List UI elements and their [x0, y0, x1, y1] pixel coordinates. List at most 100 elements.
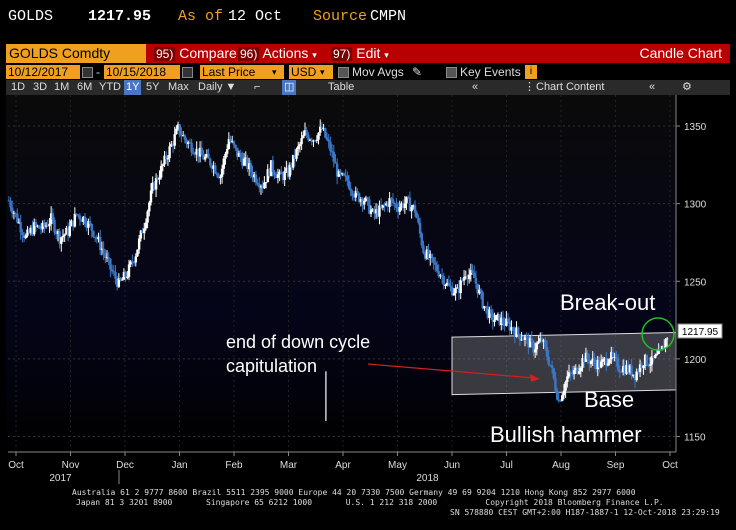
table-button[interactable]: Table — [328, 81, 355, 93]
end-date-field[interactable]: 10/15/2018 — [104, 65, 180, 79]
candle-body — [484, 305, 488, 307]
x-tick-label: May — [388, 460, 407, 471]
line-chart-icon[interactable]: ⌐ — [254, 81, 261, 93]
info-icon[interactable]: i — [525, 65, 537, 79]
key-events-label: Key Events — [460, 65, 521, 79]
candle-body — [665, 338, 669, 340]
candle-body — [264, 182, 268, 184]
candle-body — [464, 276, 467, 278]
currency-select[interactable]: USD — [289, 65, 333, 79]
calendar-icon-start[interactable] — [82, 67, 93, 78]
period-select[interactable]: Daily ▼ — [198, 80, 236, 95]
candle-body — [466, 276, 469, 280]
candle-body — [324, 128, 327, 138]
compare-button[interactable]: 95) Compare — [154, 44, 237, 63]
candle-body — [93, 236, 97, 238]
candle-body — [249, 163, 253, 172]
chart-content-button[interactable]: Chart Content — [536, 81, 605, 93]
range-3d[interactable]: 3D — [33, 81, 48, 93]
mov-avgs-label: Mov Avgs — [352, 65, 404, 79]
candle-body — [49, 213, 53, 224]
range-5y[interactable]: 5Y — [146, 81, 160, 93]
candle-body — [12, 212, 16, 214]
candle-body — [283, 171, 286, 180]
candle-body — [491, 313, 495, 322]
candle-body — [53, 219, 56, 233]
start-date-field[interactable]: 10/12/2017 — [6, 65, 80, 79]
security-field[interactable]: GOLDS Comdty — [6, 44, 146, 63]
key-events-checkbox[interactable] — [446, 67, 457, 78]
candle-body — [391, 199, 395, 203]
settings-gear-icon[interactable]: ⚙ — [682, 81, 692, 93]
candle-body — [77, 214, 80, 216]
x-tick-label: Nov — [62, 460, 80, 471]
calendar-icon-end[interactable] — [182, 67, 193, 78]
candle-body — [183, 135, 187, 140]
candle-body — [523, 336, 527, 340]
annotations: end of down cycle capitulation Break-out Ba… — [226, 290, 675, 447]
range-1y[interactable]: 1Y — [124, 80, 142, 95]
candle-body — [642, 365, 645, 369]
candle-body — [352, 195, 356, 198]
candle-body — [344, 175, 347, 177]
candle-body — [369, 210, 373, 214]
candle-body — [544, 340, 547, 347]
candle-body — [594, 362, 598, 370]
candle-body — [413, 205, 417, 213]
breakout-circle — [641, 317, 675, 351]
candle-body — [241, 157, 244, 166]
candle-body — [363, 200, 366, 205]
candle-body — [439, 275, 442, 277]
footer: Australia 61 2 9777 8600 Brazil 5511 239… — [0, 485, 736, 530]
candle-body — [627, 364, 630, 373]
pen-icon[interactable]: ✎ — [412, 65, 423, 79]
candle-body — [320, 126, 324, 130]
actions-button[interactable]: 96) Actions ▾ — [238, 44, 317, 63]
candle-body — [478, 289, 481, 294]
candle-body — [71, 220, 75, 227]
candle-body — [632, 374, 635, 377]
candle-body — [346, 175, 349, 181]
candle-body — [48, 223, 51, 227]
candle-body — [444, 284, 447, 286]
candle-body — [231, 141, 234, 143]
candle-body — [312, 140, 315, 142]
edit-button[interactable]: 97) Edit ▾ — [331, 44, 389, 63]
field-select[interactable]: Last Price — [200, 65, 284, 79]
candle-body — [555, 390, 559, 400]
mov-avgs-checkbox[interactable] — [338, 67, 349, 78]
candle-body — [188, 142, 192, 144]
range-1m[interactable]: 1M — [54, 81, 70, 93]
range-max[interactable]: Max — [168, 81, 189, 93]
candle-body — [219, 176, 222, 179]
candle-body — [156, 177, 159, 180]
range-1d[interactable]: 1D — [11, 81, 26, 93]
collapse-left-icon[interactable]: « — [472, 81, 479, 93]
candle-body — [291, 154, 295, 168]
zoom-icon[interactable]: ◫ — [282, 80, 297, 95]
source-label: Source — [313, 8, 368, 25]
candle-body — [65, 227, 68, 235]
candle-body — [242, 158, 246, 166]
candle-body — [435, 264, 439, 272]
candle-body — [268, 169, 271, 177]
candle-body — [85, 224, 88, 228]
candle-body — [374, 209, 378, 214]
candle-body — [335, 163, 339, 177]
candle-body — [599, 361, 603, 368]
candle-body — [388, 197, 391, 207]
collapse-right-icon[interactable]: « — [649, 81, 656, 93]
candle-body — [263, 182, 266, 189]
candle-body — [171, 143, 175, 146]
candle-body — [122, 272, 126, 280]
candle-body — [537, 341, 540, 344]
candle-body — [55, 232, 58, 234]
candle-body — [305, 130, 308, 136]
candle-body — [390, 197, 393, 200]
candle-body — [190, 142, 193, 153]
candle-body — [187, 142, 190, 144]
range-6m[interactable]: 6M — [77, 81, 93, 93]
range-ytd[interactable]: YTD — [99, 81, 121, 93]
candle-body — [224, 153, 227, 159]
candle-body — [476, 283, 479, 294]
